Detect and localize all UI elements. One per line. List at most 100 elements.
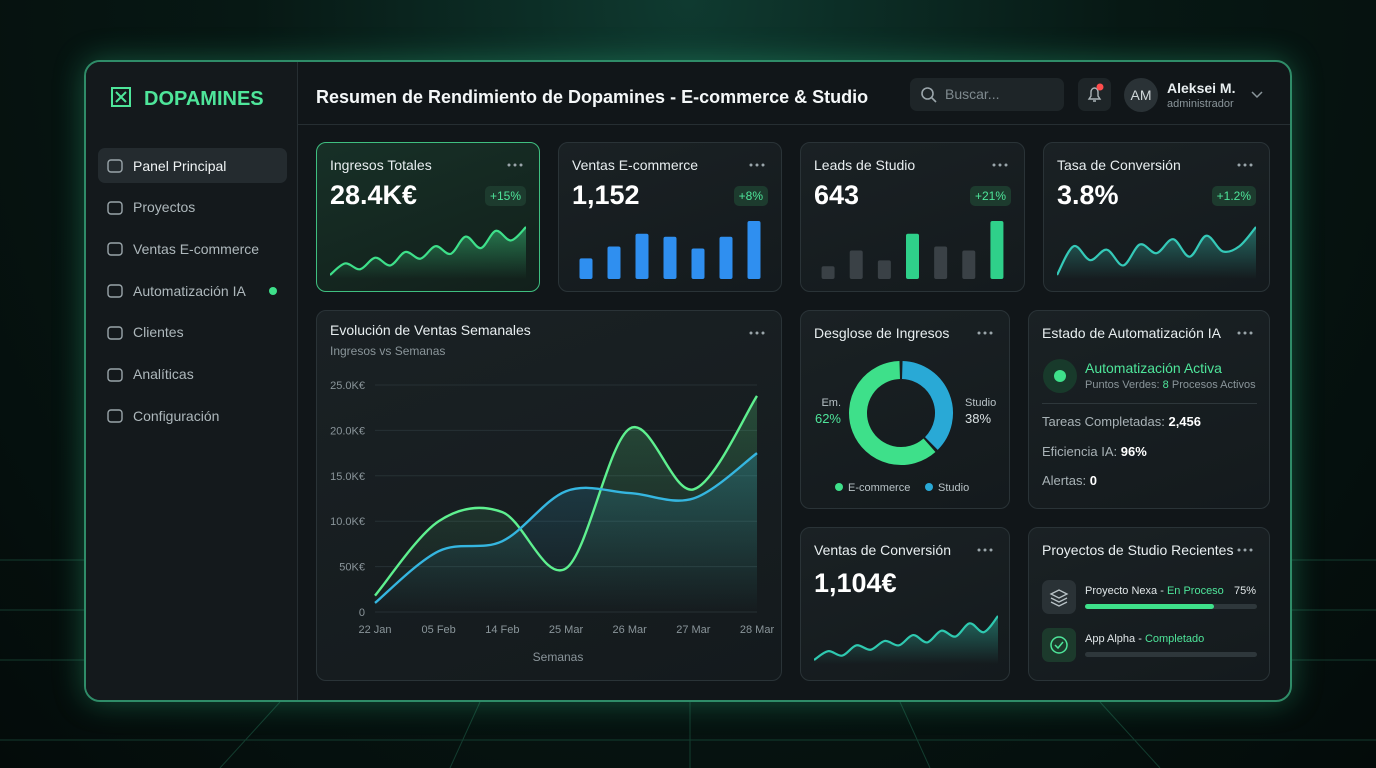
y-tick-label: 20.0K€ xyxy=(330,425,365,437)
dot xyxy=(1237,331,1241,335)
avatar[interactable]: AM xyxy=(1124,78,1158,112)
nav-item[interactable]: Panel Principal xyxy=(98,148,287,183)
segment-label: Em. xyxy=(821,397,841,409)
donut-chart: Desglose de Ingresos Em. 62% Studio 38% E-co… xyxy=(814,325,996,494)
kpi-label: Ventas E-commerce xyxy=(572,157,699,173)
dot xyxy=(1249,331,1253,335)
icon-shape xyxy=(107,409,123,423)
kpi-chart xyxy=(330,226,526,279)
stat-value: 96% xyxy=(1120,443,1147,459)
more-menu[interactable] xyxy=(507,163,523,167)
x-tick-label: 28 Mar xyxy=(740,624,775,636)
status-dot xyxy=(1054,370,1066,382)
project-status: En Proceso xyxy=(1166,585,1224,597)
line xyxy=(1057,226,1256,276)
notifications[interactable] xyxy=(1078,78,1111,111)
project-status: Completado xyxy=(1144,633,1205,645)
dot xyxy=(989,548,993,552)
more-menu[interactable] xyxy=(1237,548,1253,552)
header-divider xyxy=(298,124,1290,125)
nav-icon xyxy=(107,159,123,173)
dot xyxy=(761,331,765,335)
dot xyxy=(519,163,523,167)
line xyxy=(374,452,758,604)
projects-card: Proyectos de Studio Recientes Proyecto N… xyxy=(1028,527,1270,681)
dot xyxy=(1004,163,1008,167)
line xyxy=(814,615,998,661)
bar xyxy=(821,266,835,279)
project-icon xyxy=(1042,628,1076,662)
search-glyph xyxy=(930,96,937,103)
nav-item[interactable]: Configuración xyxy=(98,398,287,433)
icon-shape xyxy=(107,284,123,298)
x-tick-label: 26 Mar xyxy=(613,624,648,636)
status-dot xyxy=(269,287,277,296)
search-icon xyxy=(921,87,937,103)
card-title: Proyectos de Studio Recientes xyxy=(1042,542,1234,558)
nav-item[interactable]: Clientes xyxy=(98,315,287,350)
more-menu[interactable] xyxy=(1237,331,1253,335)
search-box[interactable]: Buscar... xyxy=(910,78,1064,111)
nav-label: Panel Principal xyxy=(133,157,227,174)
bar xyxy=(691,248,705,279)
x-tick-label: 14 Feb xyxy=(485,624,519,636)
sidebar: DOPAMINES Panel Principal Proyectos Ventas… xyxy=(86,62,298,700)
dot xyxy=(983,548,987,552)
dot xyxy=(513,163,517,167)
nav-item[interactable]: Ventas E-commerce xyxy=(98,231,287,266)
more-menu[interactable] xyxy=(749,163,765,167)
y-tick-label: 0 xyxy=(359,607,365,619)
kpi-change: +21% xyxy=(969,186,1011,206)
project-icon xyxy=(1042,580,1076,614)
nav-label: Proyectos xyxy=(133,199,196,216)
more-menu[interactable] xyxy=(749,331,765,335)
dot xyxy=(507,163,511,167)
stat-row: Eficiencia IA: 96% xyxy=(1042,444,1147,459)
bell-icon xyxy=(1087,83,1104,102)
kpi-label: Leads de Studio xyxy=(814,157,916,173)
chart-title: Desglose de Ingresos xyxy=(814,325,949,341)
divider xyxy=(1042,403,1257,404)
legend-swatch xyxy=(835,483,843,491)
more-menu[interactable] xyxy=(977,548,993,552)
nav-item[interactable]: Automatización IA xyxy=(98,273,287,308)
nav-item[interactable]: Proyectos xyxy=(98,190,287,225)
stat-value: 0 xyxy=(1089,473,1097,488)
dot xyxy=(1237,163,1241,167)
bar xyxy=(635,233,649,279)
more-menu[interactable] xyxy=(977,331,993,335)
nav-icon xyxy=(107,367,123,382)
dot xyxy=(755,331,759,335)
nav-icon xyxy=(107,284,123,298)
dot xyxy=(749,331,753,335)
x-tick-label: 27 Mar xyxy=(676,624,711,636)
kpi-chart xyxy=(579,221,761,279)
dot xyxy=(998,163,1002,167)
bar xyxy=(719,236,733,279)
bar xyxy=(906,233,919,279)
more-menu[interactable] xyxy=(1237,163,1253,167)
page-title: Resumen de Rendimiento de Dopamines - E-… xyxy=(316,87,869,107)
nav-icon xyxy=(107,409,123,423)
kpi-value: 1,152 xyxy=(572,180,640,210)
y-tick-label: 25.0K€ xyxy=(330,380,365,392)
grid-deco xyxy=(899,701,931,768)
icon-shape xyxy=(107,159,123,173)
detail-label: Puntos Verdes: xyxy=(1085,379,1160,391)
sales-chart-card: Evolución de Ventas Semanales Ingresos v… xyxy=(316,310,782,681)
conversion-card: Ventas de Conversión 1,104€ xyxy=(800,527,1010,681)
user-menu-toggle[interactable] xyxy=(1250,90,1264,100)
notification-dot xyxy=(1096,83,1104,91)
nav-item[interactable]: Analíticas xyxy=(98,357,287,392)
nav-label: Ventas E-commerce xyxy=(133,240,260,257)
automation-card: Estado de Automatización IA Automatizaci… xyxy=(1028,310,1270,509)
y-tick-label: 10.0K€ xyxy=(330,516,365,528)
bar xyxy=(877,260,891,279)
icon-shape xyxy=(107,200,123,215)
nav-label: Automatización IA xyxy=(133,282,246,299)
area xyxy=(1057,227,1256,279)
more-menu[interactable] xyxy=(992,163,1008,167)
user-role: administrador xyxy=(1167,98,1234,110)
project-glyph xyxy=(1049,589,1069,607)
